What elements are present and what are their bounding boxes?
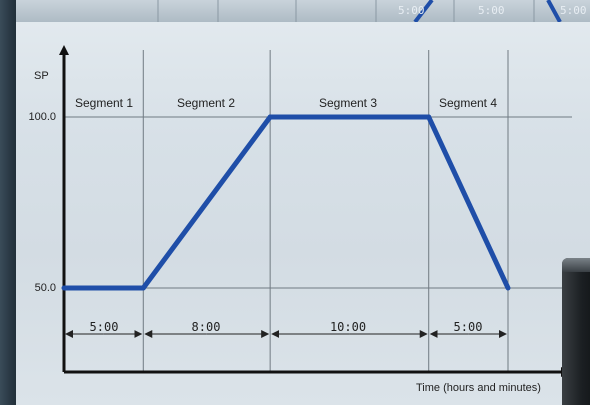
axes bbox=[59, 45, 571, 377]
background-strip-label: 5:00 bbox=[398, 4, 425, 17]
profile-line bbox=[61, 114, 511, 291]
background-strip-label: 5:00 bbox=[560, 4, 587, 17]
segment-3-duration: 10:00 bbox=[329, 320, 367, 334]
segment-2-label: Segment 2 bbox=[176, 96, 236, 110]
grid-lines bbox=[64, 50, 572, 372]
segment-1-duration: 5:00 bbox=[89, 320, 119, 334]
controller-device-top bbox=[562, 258, 590, 272]
left-border bbox=[0, 0, 16, 405]
segment-1-label: Segment 1 bbox=[74, 96, 134, 110]
background-strip-lines bbox=[157, 0, 562, 22]
background-chart-strip: 5:00 5:00 5:00 bbox=[0, 0, 590, 22]
segment-3-label: Segment 3 bbox=[318, 96, 378, 110]
chart-panel bbox=[16, 22, 590, 405]
x-axis-title: Time (hours and minutes) bbox=[416, 382, 541, 394]
controller-device-image bbox=[562, 258, 590, 405]
y-axis-title: SP bbox=[34, 70, 49, 82]
profile-segment-4 bbox=[426, 114, 511, 291]
profile-segment-2 bbox=[140, 114, 273, 291]
segment-4-label: Segment 4 bbox=[438, 96, 498, 110]
background-strip-label: 5:00 bbox=[478, 4, 505, 17]
segment-2-duration: 8:00 bbox=[191, 320, 221, 334]
y-tick-label: 50.0 bbox=[34, 282, 56, 294]
segment-4-duration: 5:00 bbox=[453, 320, 483, 334]
y-tick-label: 100.0 bbox=[28, 111, 56, 123]
